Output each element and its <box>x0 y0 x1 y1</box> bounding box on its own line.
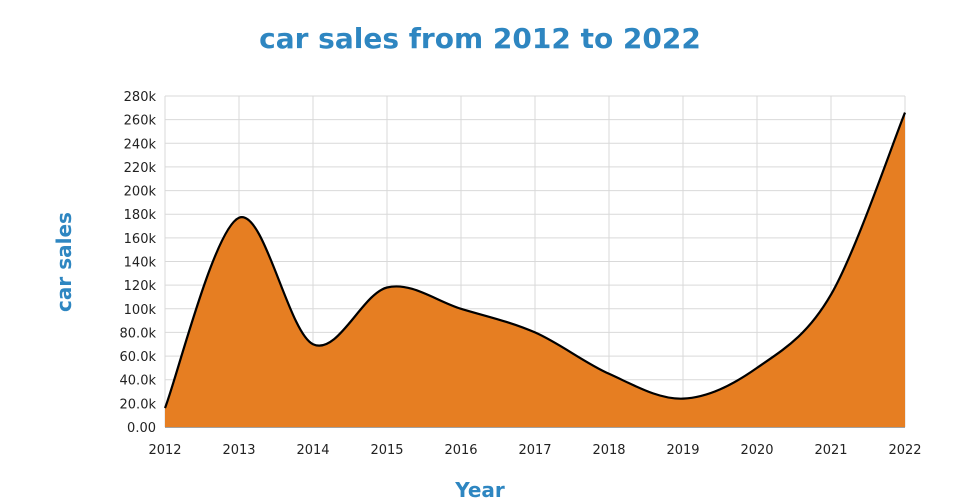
area-fill <box>165 112 905 428</box>
x-tick-label: 2021 <box>814 443 847 458</box>
x-tick-label: 2014 <box>296 443 329 458</box>
y-tick-label: 220k <box>124 161 157 176</box>
data-point <box>755 366 759 370</box>
x-tick-label: 2013 <box>222 443 255 458</box>
y-tick-label: 20.0k <box>120 397 157 412</box>
y-tick-label: 140k <box>124 256 157 271</box>
x-tick-label: 2015 <box>370 443 403 458</box>
data-point <box>903 111 907 115</box>
y-tick-label: 200k <box>124 185 157 200</box>
y-axis-ticks: 0.00 20.0k 40.0k 60.0k 80.0k 100k 120k 140k 160k… <box>120 90 157 436</box>
y-tick-label: 160k <box>124 232 157 247</box>
data-point <box>459 307 463 311</box>
y-tick-label: 60.0k <box>120 350 157 365</box>
data-point <box>607 372 611 376</box>
x-tick-label: 2022 <box>888 443 921 458</box>
y-tick-label: 120k <box>124 279 157 294</box>
y-tick-label: 180k <box>124 208 157 223</box>
x-axis-title: Year <box>455 478 505 502</box>
x-tick-label: 2019 <box>666 443 699 458</box>
y-tick-label: 260k <box>124 114 157 129</box>
x-tick-label: 2012 <box>148 443 181 458</box>
x-tick-label: 2020 <box>740 443 773 458</box>
series-line <box>163 112 907 409</box>
data-point <box>829 293 833 297</box>
data-point <box>237 216 241 220</box>
data-point <box>533 330 537 334</box>
x-tick-label: 2016 <box>444 443 477 458</box>
data-point <box>681 397 685 401</box>
y-tick-label: 100k <box>124 303 157 318</box>
y-tick-label: 240k <box>124 137 157 152</box>
area-series <box>163 111 907 428</box>
data-point <box>385 286 389 290</box>
x-tick-label: 2018 <box>592 443 625 458</box>
y-tick-label: 280k <box>124 90 157 105</box>
y-tick-label: 40.0k <box>120 374 157 389</box>
y-tick-label: 0.00 <box>127 421 156 436</box>
x-axis-ticks: 2012 2013 2014 2015 2016 2017 2018 2019 2020 2021… <box>148 443 921 458</box>
y-tick-label: 80.0k <box>120 326 157 341</box>
data-point <box>163 406 167 410</box>
data-point <box>311 342 315 346</box>
chart-title: car sales from 2012 to 2022 <box>259 22 701 55</box>
x-tick-label: 2017 <box>518 443 551 458</box>
